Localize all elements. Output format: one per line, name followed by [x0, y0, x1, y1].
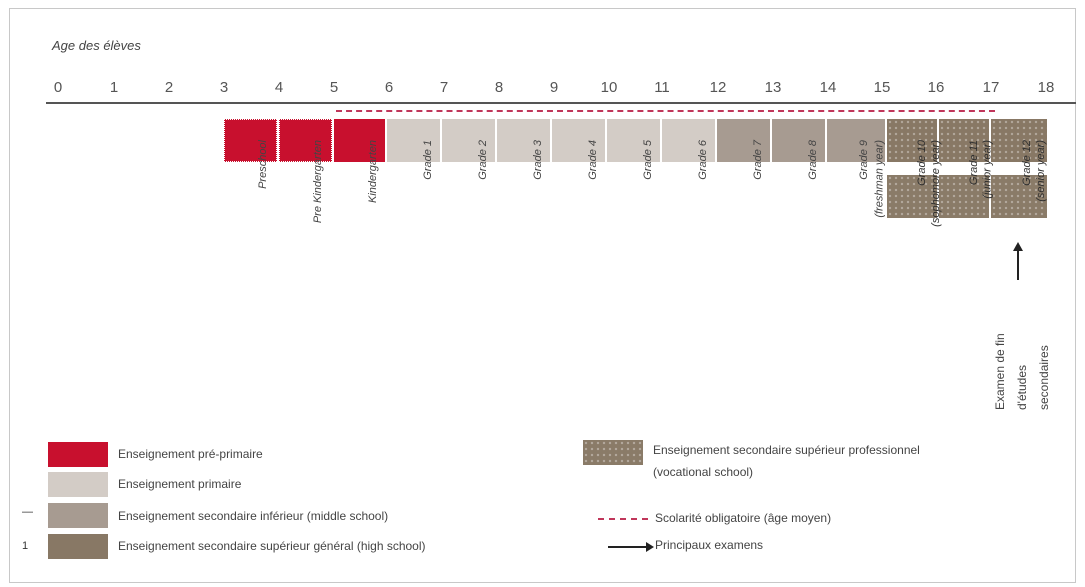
bar-grade-9 [827, 119, 885, 162]
bar-grade-8 [772, 119, 825, 162]
tick-label: 12 [709, 79, 727, 96]
exam-note: Examen de fin d'études secondaires [993, 333, 1051, 410]
bar-grade-2 [442, 119, 495, 162]
legend-label: Enseignement secondaire inférieur (middl… [118, 509, 389, 523]
legend-arrow-icon [608, 542, 654, 552]
legend-swatch-pre-primary [48, 442, 108, 467]
legend-label: (vocational school) [653, 465, 754, 479]
tick-label: 18 [1037, 79, 1055, 96]
tick-label: 7 [439, 79, 449, 96]
exam-arrow-icon [1013, 242, 1023, 280]
tick-label: 15 [873, 79, 891, 96]
legend-swatch-lower-secondary [48, 503, 108, 528]
legend-label: Enseignement secondaire supérieur généra… [118, 539, 426, 553]
side-mark: — [22, 506, 33, 518]
tick-label: 4 [274, 79, 284, 96]
bar-vocational-11 [939, 175, 989, 218]
tick-label: 11 [654, 79, 670, 96]
bar-pre-kindergarten [279, 119, 332, 162]
bar-grade-7 [717, 119, 770, 162]
tick-label: 14 [819, 79, 837, 96]
legend-label: Enseignement primaire [118, 477, 242, 491]
bar-grade-1 [387, 119, 440, 162]
bar-grade-6 [662, 119, 715, 162]
bar-vocational-10 [887, 175, 937, 218]
diagram-frame [9, 8, 1076, 583]
tick-label: 2 [164, 79, 174, 96]
bar-grade-11 [939, 119, 989, 162]
bar-grade-5 [607, 119, 660, 162]
bar-vocational-12 [991, 175, 1047, 218]
tick-label: 5 [329, 79, 339, 96]
legend-label: Principaux examens [655, 538, 764, 552]
legend-compulsory-line [598, 518, 648, 520]
tick-label: 0 [53, 79, 63, 96]
bar-preschool [224, 119, 277, 162]
tick-label: 9 [549, 79, 559, 96]
legend-swatch-vocational [583, 440, 643, 465]
tick-label: 10 [600, 79, 618, 96]
bar-kindergarten [334, 119, 385, 162]
age-axis-title: Age des élèves [52, 38, 141, 53]
tick-label: 1 [109, 79, 119, 96]
tick-label: 13 [764, 79, 782, 96]
bar-grade-10 [887, 119, 937, 162]
age-axis-line [46, 102, 1076, 104]
tick-label: 6 [384, 79, 394, 96]
tick-label: 16 [927, 79, 945, 96]
compulsory-schooling-line [336, 110, 995, 112]
bar-grade-4 [552, 119, 605, 162]
bar-grade-3 [497, 119, 550, 162]
side-mark: 1 [22, 540, 29, 552]
legend-label: Enseignement pré-primaire [118, 447, 263, 461]
legend-label: Scolarité obligatoire (âge moyen) [655, 511, 832, 525]
tick-label: 3 [219, 79, 229, 96]
legend-swatch-primary [48, 472, 108, 497]
tick-label: 8 [494, 79, 504, 96]
legend-swatch-upper-secondary [48, 534, 108, 559]
tick-label: 17 [982, 79, 1000, 96]
legend-label: Enseignement secondaire supérieur profes… [653, 443, 920, 457]
bar-grade-12 [991, 119, 1047, 162]
